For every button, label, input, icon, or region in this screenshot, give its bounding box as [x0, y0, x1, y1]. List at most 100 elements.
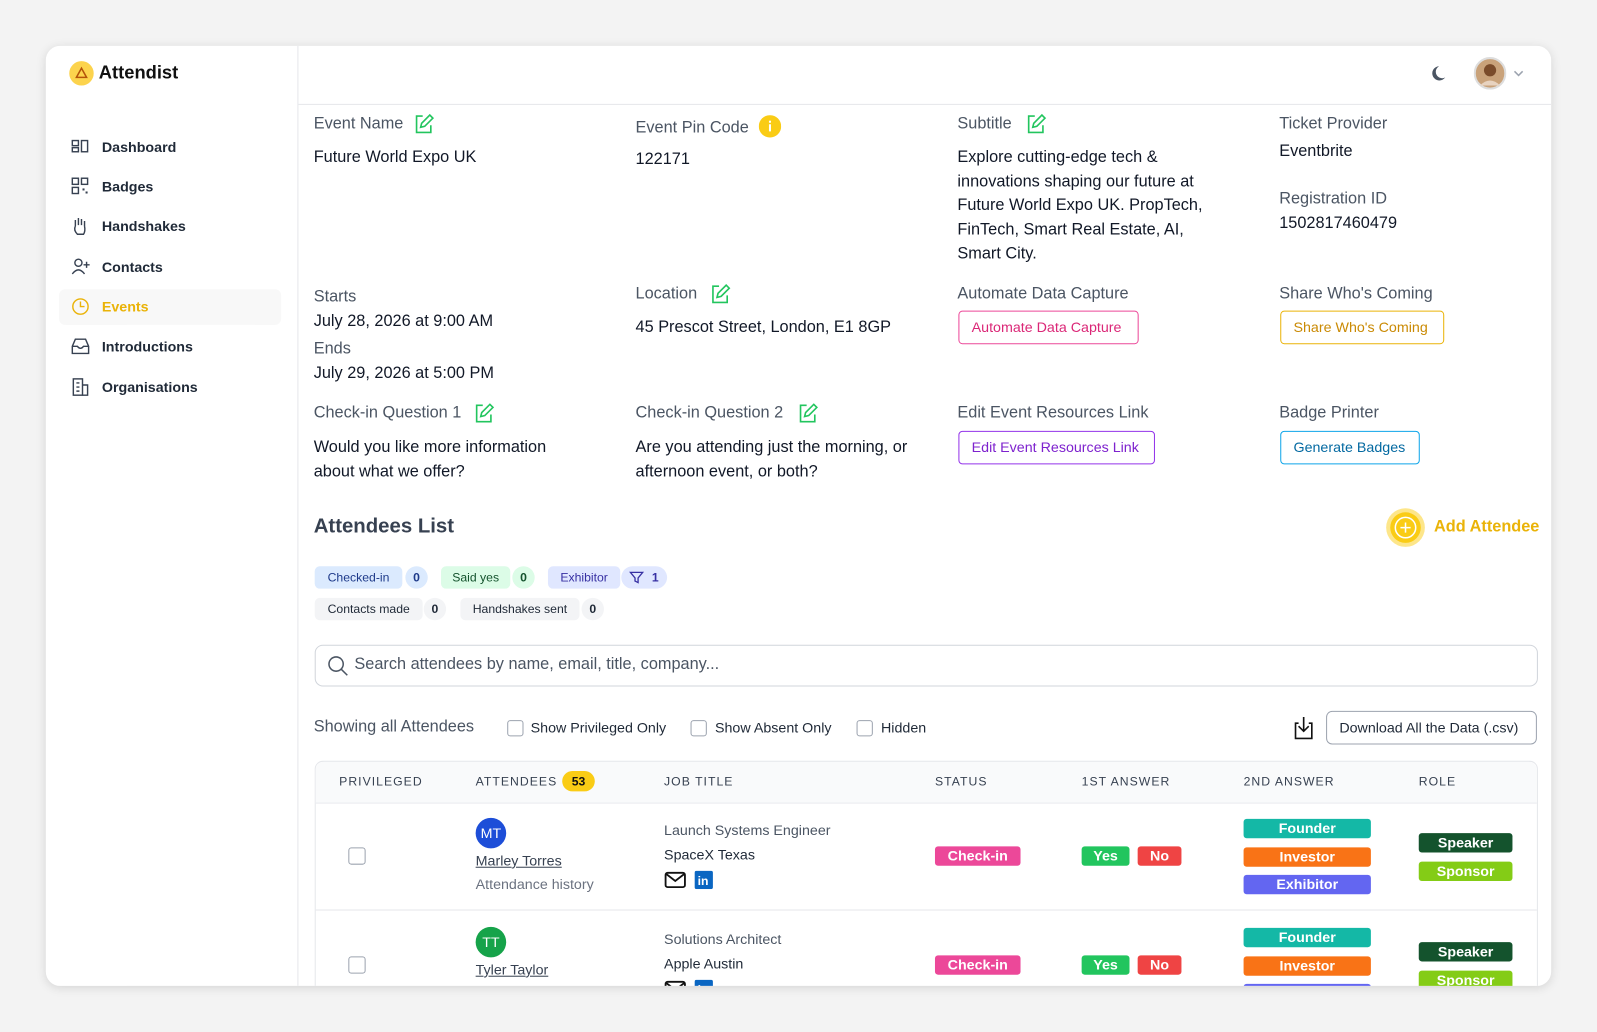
field-label: Event Name [313, 115, 404, 133]
answer-badge: No [1137, 955, 1182, 975]
filter-chip[interactable]: Exhibitor [547, 566, 621, 589]
field-label: Check-in Question 1 [313, 404, 462, 422]
tag-badge: Founder [1243, 818, 1371, 839]
resources-button[interactable]: Edit Event Resources Link [958, 430, 1155, 465]
company: SpaceX Texas [664, 846, 755, 863]
email-icon[interactable] [664, 980, 686, 986]
tag-badge: Founder [1243, 927, 1371, 948]
filter-chip[interactable]: Said yes [441, 566, 511, 589]
tag-badge: Investor [1243, 846, 1371, 867]
column-header: PRIVILEGED [339, 774, 423, 789]
nav-icon-graphic [71, 139, 89, 153]
search-icon [328, 656, 348, 676]
edit-icon[interactable] [709, 283, 731, 305]
column-header: JOB TITLE [664, 774, 734, 789]
filter-chip[interactable]: Checked-in [314, 566, 403, 589]
nav-item[interactable]: Badges [101, 178, 154, 195]
svg-text:in: in [698, 983, 709, 986]
company: Apple Austin [664, 955, 744, 972]
chip-count: 1 [651, 570, 659, 585]
automate-button[interactable]: Automate Data Capture [958, 310, 1139, 345]
download-icon[interactable] [1291, 715, 1315, 741]
field-label: Badge Printer [1279, 404, 1379, 422]
nav-icon-graphic [73, 217, 86, 235]
column-header: 2ND ANSWER [1243, 774, 1335, 789]
chip-count: 0 [581, 597, 604, 621]
nav-item[interactable]: Contacts [101, 258, 163, 275]
field-label: Check-in Question 2 [635, 404, 784, 422]
edit-icon[interactable] [473, 402, 495, 424]
tag-badge: Exhibitor [1243, 874, 1371, 895]
filter-icon [629, 571, 645, 584]
status-badge: Check-in [934, 955, 1021, 975]
nav-icon[interactable] [70, 257, 90, 284]
column-header: ROLE [1418, 774, 1457, 789]
field-value: Explore cutting-edge tech & innovations … [957, 148, 1203, 263]
section-title: Attendees List [313, 515, 455, 538]
layer: Attendist Event Name Future World Expo U… [46, 45, 1552, 986]
field-value: 1502817460479 [1279, 214, 1398, 233]
row-checkbox[interactable] [348, 847, 366, 865]
stat-chip: Contacts made [314, 597, 423, 621]
nav-item[interactable]: Organisations [101, 378, 198, 396]
checkbox-label: Hidden [880, 719, 927, 736]
attendee-total: 53 [562, 770, 595, 792]
field-value: Would you like more information about wh… [313, 438, 547, 481]
nav-icon[interactable] [70, 296, 90, 323]
nav-item[interactable]: Handshakes [101, 217, 186, 235]
field-label: Edit Event Resources Link [957, 404, 1149, 422]
attendee-name[interactable]: Marley Torres [475, 852, 562, 869]
column-header: ATTENDEES [475, 774, 558, 789]
checkbox-label: Show Privileged Only [530, 719, 667, 736]
avatar: TT [475, 926, 507, 958]
attendee-name[interactable]: Tyler Taylor [475, 961, 549, 978]
nav-icon[interactable] [70, 136, 90, 163]
role-badge: Speaker [1418, 833, 1513, 853]
linkedin-icon[interactable]: in [694, 979, 713, 986]
user-avatar[interactable] [1473, 57, 1507, 90]
add-attendee-icon[interactable] [1385, 507, 1426, 548]
nav-icon-graphic [72, 378, 89, 396]
nav-icon[interactable] [70, 377, 90, 404]
nav-icon[interactable] [70, 216, 90, 243]
field-label: Event Pin Code [635, 119, 749, 137]
nav-item[interactable]: Dashboard [101, 138, 177, 155]
field-label: Registration ID [1279, 190, 1388, 208]
email-icon[interactable] [664, 871, 686, 896]
download-button[interactable]: Download All the Data (.csv) [1326, 710, 1537, 745]
linkedin-icon[interactable]: in [694, 870, 713, 896]
field-label: Share Who's Coming [1279, 285, 1433, 303]
row-checkbox[interactable] [348, 956, 366, 974]
field-value: July 29, 2026 at 5:00 PM [313, 364, 494, 382]
add-attendee[interactable]: Add Attendee [1434, 518, 1540, 536]
share-button[interactable]: Share Who's Coming [1280, 310, 1445, 345]
chip-count: 0 [405, 566, 428, 589]
nav-icon[interactable] [70, 176, 90, 203]
nav-icon[interactable] [70, 336, 90, 363]
nav-item[interactable]: Events [101, 298, 149, 315]
showing-label: Showing all Attendees [313, 718, 475, 736]
checkbox[interactable] [690, 720, 707, 737]
job-title: Launch Systems Engineer [664, 821, 831, 839]
field-label: Starts [313, 288, 357, 306]
field-value: Future World Expo UK [313, 148, 477, 167]
generate-badges-button[interactable]: Generate Badges [1280, 430, 1420, 465]
info-icon[interactable] [758, 115, 782, 138]
checkbox[interactable] [507, 720, 524, 737]
role-badge: Speaker [1418, 942, 1513, 962]
edit-icon[interactable] [412, 113, 435, 135]
dark-mode-toggle[interactable] [1431, 63, 1451, 83]
brand: Attendist [98, 62, 179, 83]
attendance-history[interactable]: Attendance history [475, 875, 594, 893]
nav-item[interactable]: Introductions [101, 338, 193, 355]
status-badge: Check-in [934, 846, 1021, 866]
column-header: STATUS [934, 774, 988, 789]
edit-icon[interactable] [1025, 113, 1047, 135]
nav-icon-graphic [72, 298, 89, 315]
checkbox[interactable] [856, 720, 873, 737]
user-menu-chevron[interactable] [1512, 68, 1524, 78]
search-box[interactable] [314, 644, 1538, 687]
edit-icon[interactable] [796, 402, 818, 424]
field-value: July 28, 2026 at 9:00 AM [313, 312, 494, 330]
field-label: Subtitle [957, 115, 1012, 133]
